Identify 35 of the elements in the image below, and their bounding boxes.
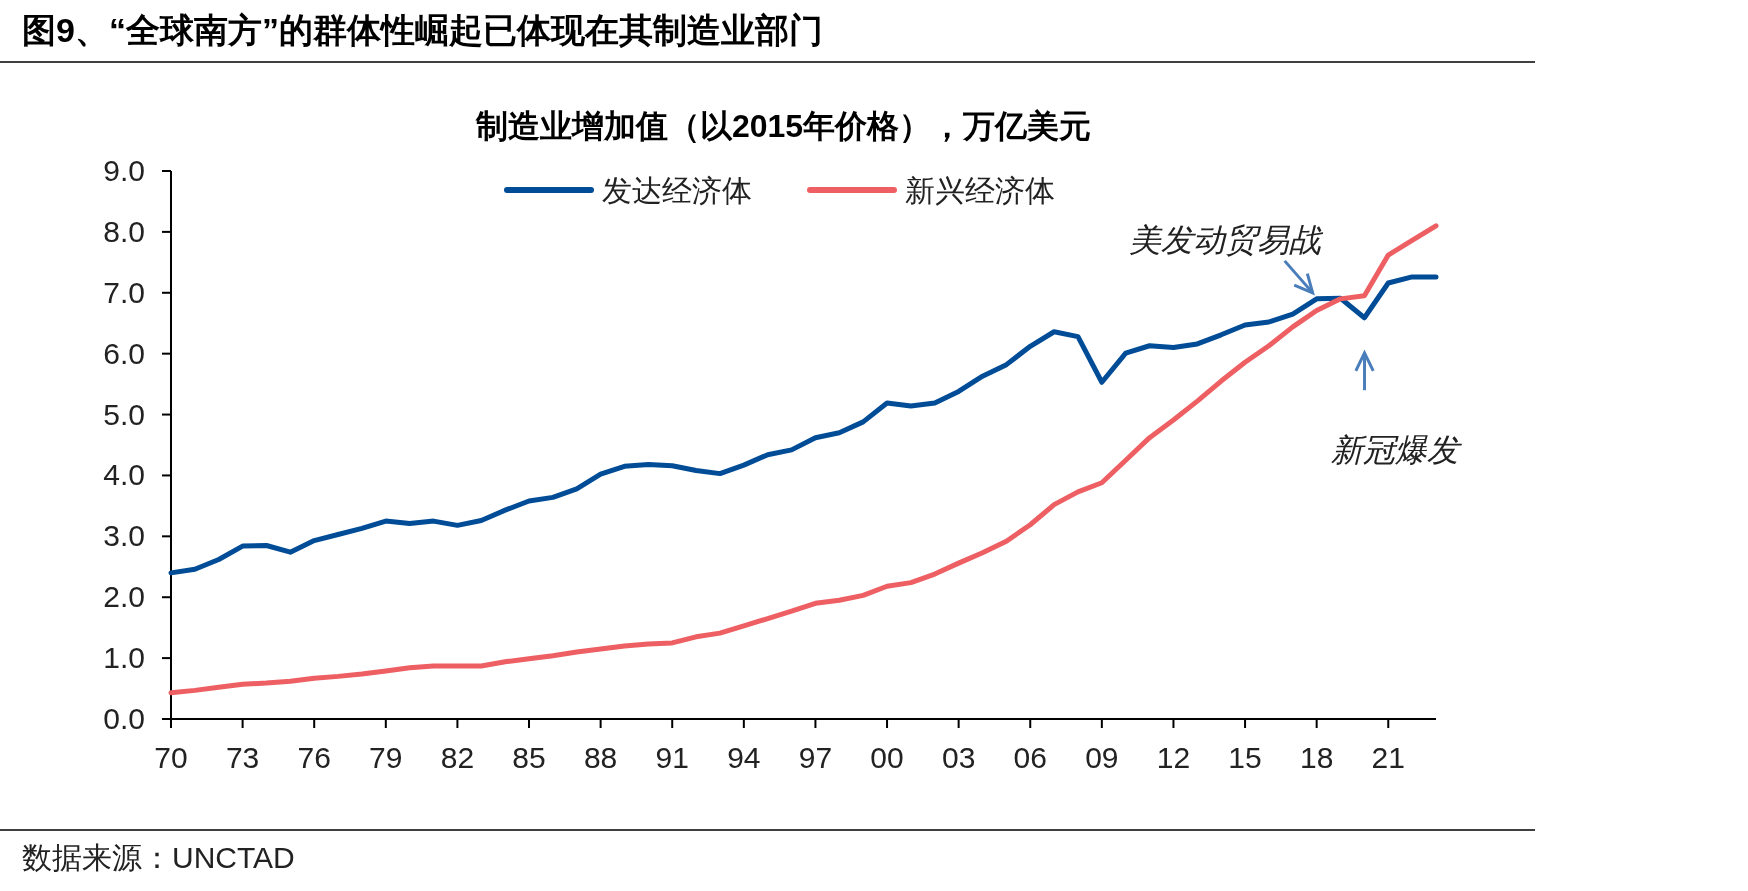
x-tick-label: 21 [1371,741,1405,774]
x-tick-label: 12 [1156,741,1191,774]
x-tick-label: 79 [369,741,403,774]
chart-subtitle: 制造业增加值（以2015年价格），万亿美元 [474,108,1092,144]
annotation: 新冠爆发 [1330,432,1462,469]
y-tick-label: 1.0 [103,641,145,675]
x-tick-label: 97 [798,741,833,774]
x-tick-label: 85 [512,741,546,774]
y-tick-label: 7.0 [103,275,145,309]
x-tick-label: 06 [1013,741,1047,774]
x-tick-label: 18 [1299,741,1334,774]
y-tick-label: 6.0 [103,336,145,370]
x-tick-label: 88 [583,741,618,774]
y-tick-label: 9.0 [103,154,145,187]
legend-label: 新兴经济体 [905,174,1055,207]
x-tick-label: 82 [440,741,475,774]
x-tick-label: 00 [870,741,904,774]
x-tick-label: 15 [1228,741,1262,774]
annotation: 美发动贸易战 [1128,221,1324,258]
source-note: 数据来源：UNCTAD [22,841,295,874]
x-tick-label: 03 [941,741,976,774]
y-tick-label: 0.0 [103,702,145,735]
x-tick-label: 76 [297,741,331,774]
x-tick-label: 91 [655,741,689,774]
x-tick-label: 73 [225,741,260,774]
y-tick-label: 3.0 [103,519,145,553]
chart-title: 图9、“全球南方”的群体性崛起已体现在其制造业部门 [22,11,823,49]
x-tick-label: 70 [154,741,188,774]
y-tick-label: 8.0 [103,214,145,248]
legend-label: 发达经济体 [602,174,752,207]
y-tick-label: 2.0 [103,580,145,614]
y-tick-label: 5.0 [103,397,145,431]
x-tick-label: 09 [1085,741,1119,774]
y-tick-label: 4.0 [103,458,145,492]
x-tick-label: 94 [727,741,761,774]
